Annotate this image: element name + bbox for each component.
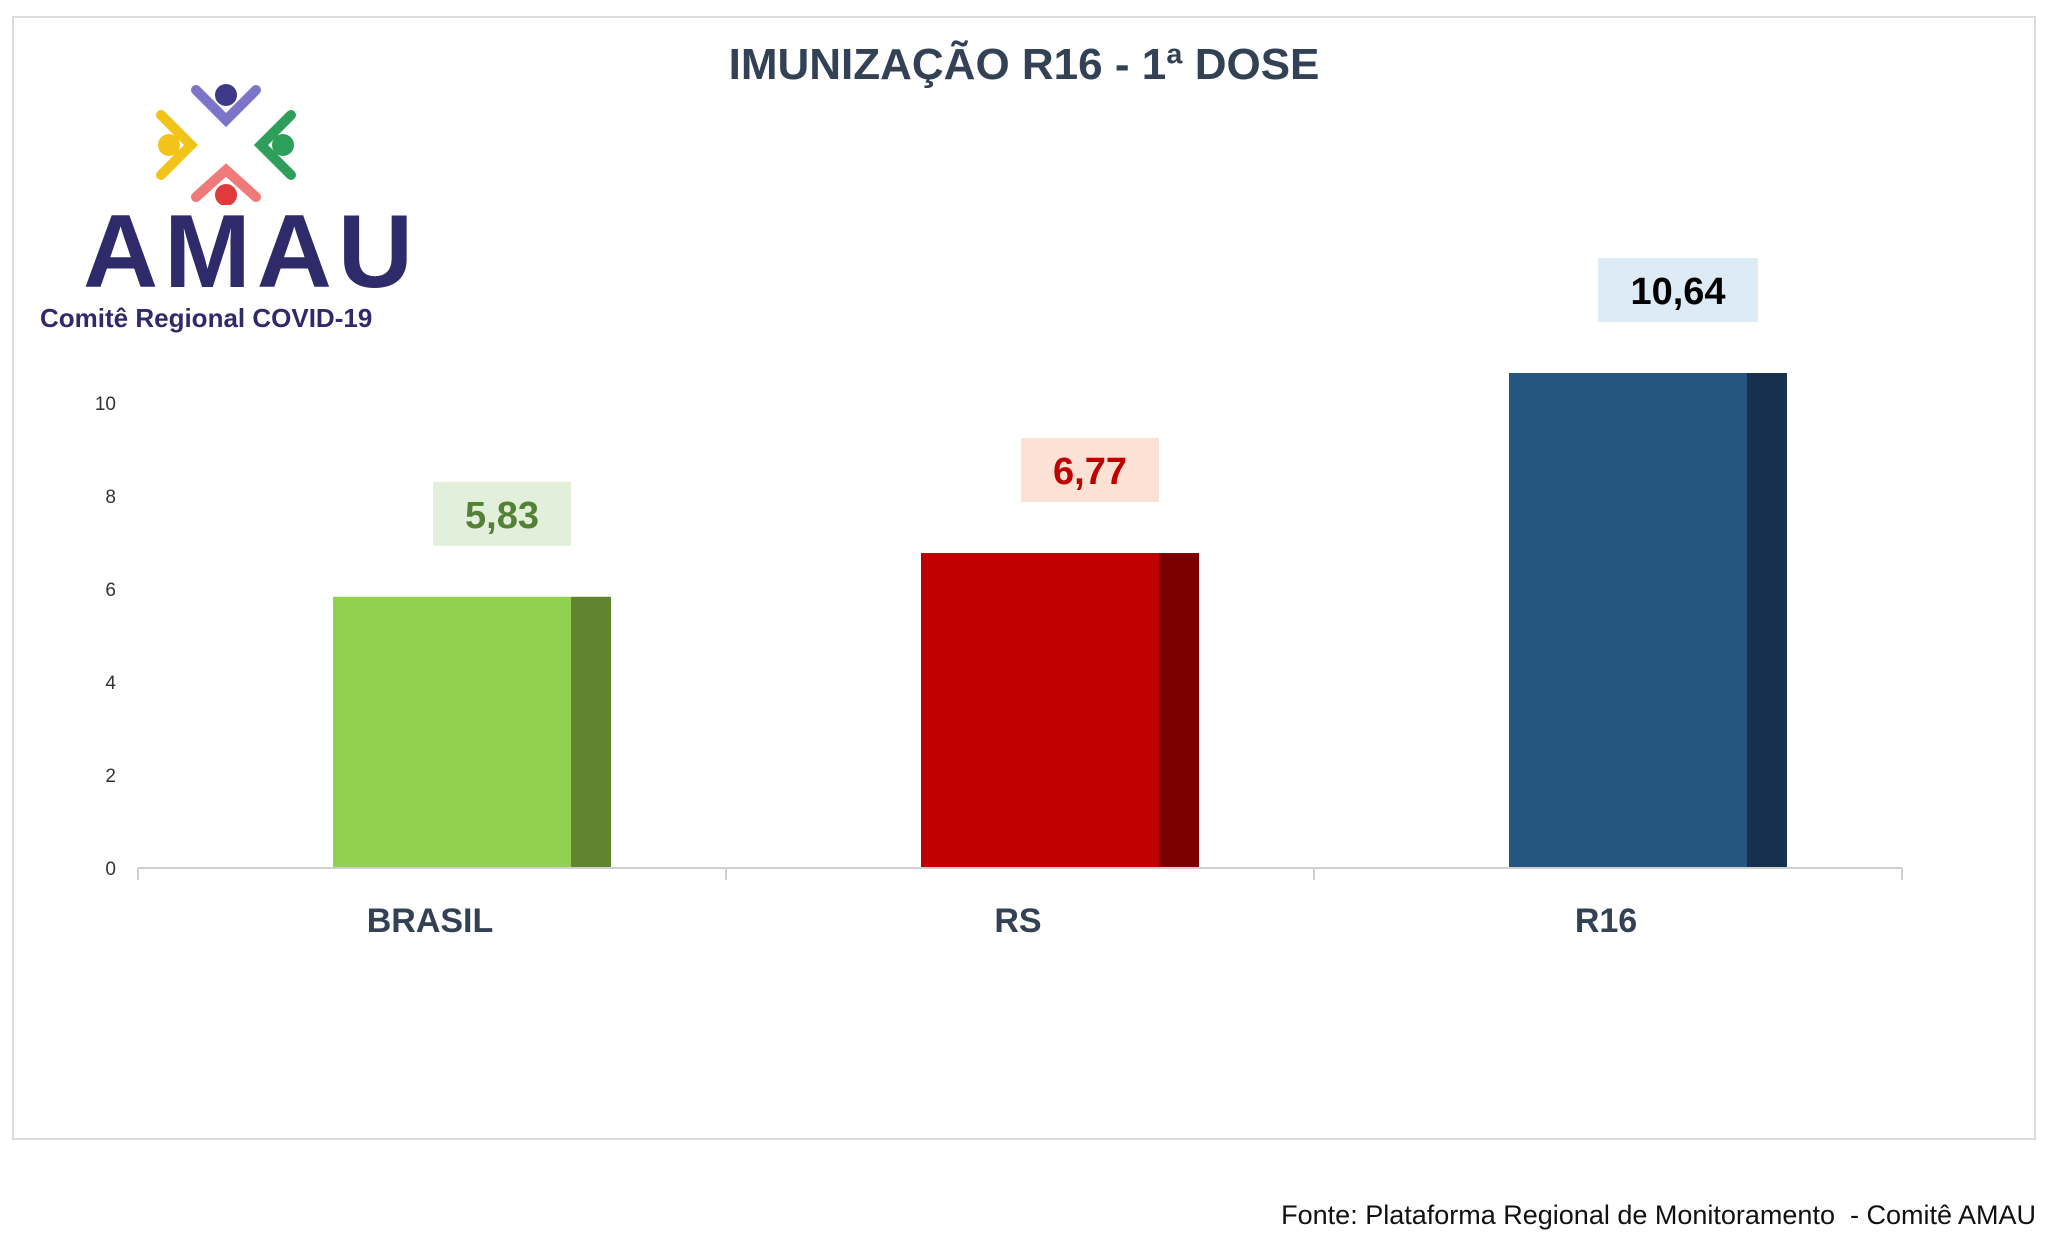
y-tick-label: 10 xyxy=(95,394,116,415)
category-label: BRASIL xyxy=(367,902,494,940)
amau-logo: AMAU Comitê Regional COVID-19 xyxy=(36,75,426,345)
data-labels: 5,83 6,77 10,64 xyxy=(433,258,1758,546)
y-axis-ticks: 0 2 4 6 8 10 xyxy=(95,394,117,880)
bar-side xyxy=(1747,373,1787,868)
logo-subtitle: Comitê Regional COVID-19 xyxy=(40,303,373,333)
data-label: 10,64 xyxy=(1630,271,1725,313)
y-tick-label: 8 xyxy=(105,487,116,508)
bars xyxy=(333,373,1787,868)
bar xyxy=(921,553,1159,868)
y-tick-label: 2 xyxy=(105,766,116,787)
bar xyxy=(333,596,571,868)
category-label: RS xyxy=(994,902,1041,940)
data-label-box xyxy=(433,481,571,546)
source-footer: Fonte: Plataforma Regional de Monitorame… xyxy=(1281,1200,2036,1230)
people-circle-logo-icon xyxy=(156,84,296,205)
y-tick-label: 4 xyxy=(105,673,116,694)
bar-side xyxy=(1159,553,1199,868)
category-labels: BRASIL RS R16 xyxy=(367,902,1637,940)
logo-word: AMAU xyxy=(83,194,419,310)
category-label: R16 xyxy=(1575,902,1637,940)
bar xyxy=(1509,373,1747,868)
data-label: 6,77 xyxy=(1053,451,1127,493)
y-tick-label: 0 xyxy=(105,859,116,880)
x-axis xyxy=(137,867,1903,880)
y-tick-label: 6 xyxy=(105,580,116,601)
chart-title: IMUNIZAÇÃO R16 - 1ª DOSE xyxy=(728,40,1320,89)
data-label-box xyxy=(1598,258,1758,322)
bar-side xyxy=(571,596,611,868)
data-label: 5,83 xyxy=(465,495,539,537)
data-label-box xyxy=(1021,438,1159,503)
